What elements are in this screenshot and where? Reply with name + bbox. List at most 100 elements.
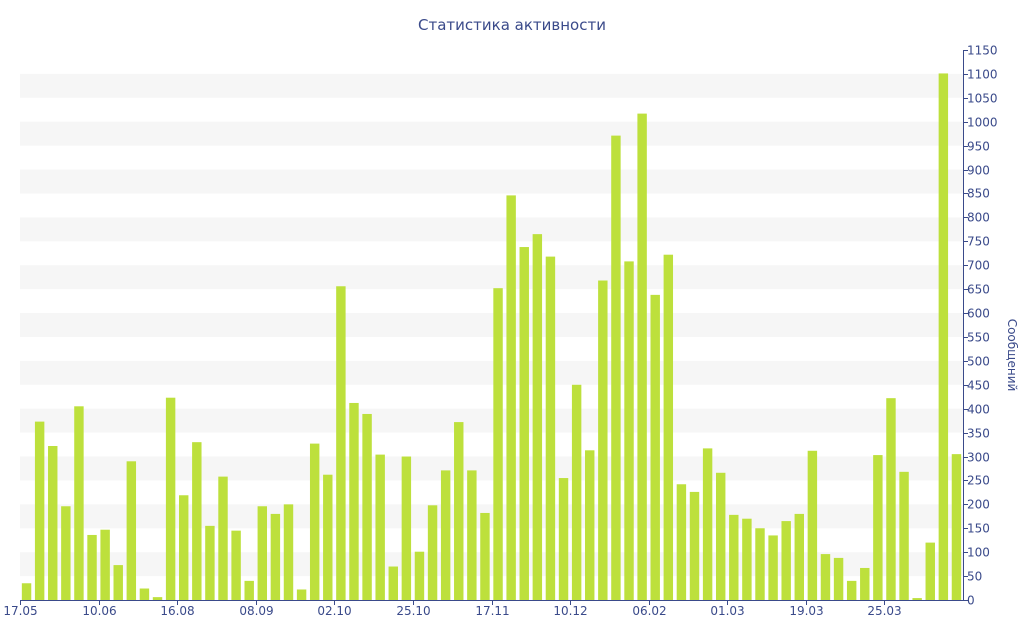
bar (689, 491, 700, 600)
bar (375, 454, 385, 600)
x-tick-label: 01.03 (710, 604, 744, 618)
bar (192, 442, 202, 600)
x-tick-label: 02.10 (317, 604, 351, 618)
bar (729, 514, 739, 600)
x-tick-label: 25.10 (396, 604, 430, 618)
y-tick-label: 500 (967, 355, 990, 369)
y-tick-label: 1100 (967, 68, 998, 82)
y-tick-label: 450 (967, 379, 990, 393)
grid-band (20, 313, 963, 337)
grid-band (20, 265, 963, 290)
bar (414, 551, 425, 600)
grid-band (20, 121, 963, 146)
bar (650, 294, 660, 600)
grid-band (20, 73, 963, 98)
grid-band (20, 456, 963, 481)
bar (296, 589, 307, 600)
bar (427, 505, 438, 600)
y-tick-label: 400 (967, 403, 990, 417)
x-ticks: 17.05 10.06 16.08 08.09 02.10 25.10 17.11 10.12… (3, 600, 902, 618)
bar (860, 567, 870, 600)
bar (480, 512, 490, 600)
bar (886, 398, 896, 600)
bar (912, 598, 922, 600)
bar (205, 525, 215, 600)
y-tick-label: 200 (967, 498, 990, 512)
bar (637, 113, 647, 601)
grid-bands (20, 73, 963, 577)
bar (598, 280, 608, 600)
bar (48, 446, 58, 600)
bar (663, 254, 674, 600)
bar (440, 470, 451, 600)
bar (113, 565, 123, 600)
bar (388, 566, 398, 600)
y-tick-label: 250 (967, 474, 990, 488)
bar (100, 529, 110, 600)
grid-band (20, 217, 963, 242)
bar (715, 472, 726, 600)
y-tick-label: 800 (967, 211, 990, 225)
bar (336, 286, 346, 600)
bar (270, 513, 281, 600)
bar (611, 135, 621, 601)
bar (702, 448, 713, 600)
bar (139, 588, 150, 600)
bar (846, 580, 857, 600)
bar (571, 384, 582, 600)
y-tick-label: 650 (967, 283, 990, 297)
y-axis-title: Сообщений (1005, 319, 1019, 392)
bar (742, 518, 752, 600)
y-ticks: 0 50 100 150 200 250 300 350 400 450 500 550 600 650 7… (963, 44, 998, 608)
bar (244, 580, 254, 600)
bar (152, 597, 163, 600)
bar (794, 513, 804, 600)
grid-band (20, 360, 963, 385)
x-tick-label: 19.03 (789, 604, 823, 618)
grid-band (20, 504, 963, 529)
bar (34, 421, 45, 600)
y-tick-label: 1050 (967, 92, 998, 106)
bar (545, 256, 556, 600)
bar (165, 397, 176, 600)
bar (61, 506, 71, 600)
y-tick-label: 50 (967, 570, 982, 584)
y-tick-label: 600 (967, 307, 990, 321)
x-tick-label: 16.08 (160, 604, 194, 618)
bar (807, 450, 818, 600)
y-tick-label: 300 (967, 451, 990, 465)
grid-band (20, 408, 963, 433)
bar (401, 456, 412, 600)
x-tick-label: 08.09 (239, 604, 273, 618)
y-tick-label: 750 (967, 235, 990, 249)
bar (558, 478, 569, 600)
x-tick-label: 17.05 (3, 604, 37, 618)
bar (349, 402, 359, 600)
bar (820, 554, 831, 600)
bar (519, 247, 529, 601)
bar (126, 461, 137, 600)
y-tick-label: 1000 (967, 116, 998, 130)
y-tick-label: 350 (967, 427, 990, 441)
bar (218, 476, 228, 600)
bars (21, 73, 962, 601)
y-tick-label: 900 (967, 164, 990, 178)
chart-title: Статистика активности (418, 16, 606, 34)
bar (532, 234, 543, 600)
bar (493, 288, 503, 600)
bar (938, 73, 949, 601)
bar (309, 443, 320, 600)
x-tick-label: 10.06 (82, 604, 116, 618)
y-tick-label: 0 (967, 594, 975, 608)
y-tick-label: 100 (967, 546, 990, 560)
bar (506, 195, 516, 600)
bar (873, 455, 883, 600)
x-tick-label: 10.12 (553, 604, 587, 618)
x-tick-label: 17.11 (475, 604, 509, 618)
bar (454, 422, 464, 600)
grid-band (20, 169, 963, 194)
bar (951, 454, 962, 600)
y-tick-label: 850 (967, 187, 990, 201)
